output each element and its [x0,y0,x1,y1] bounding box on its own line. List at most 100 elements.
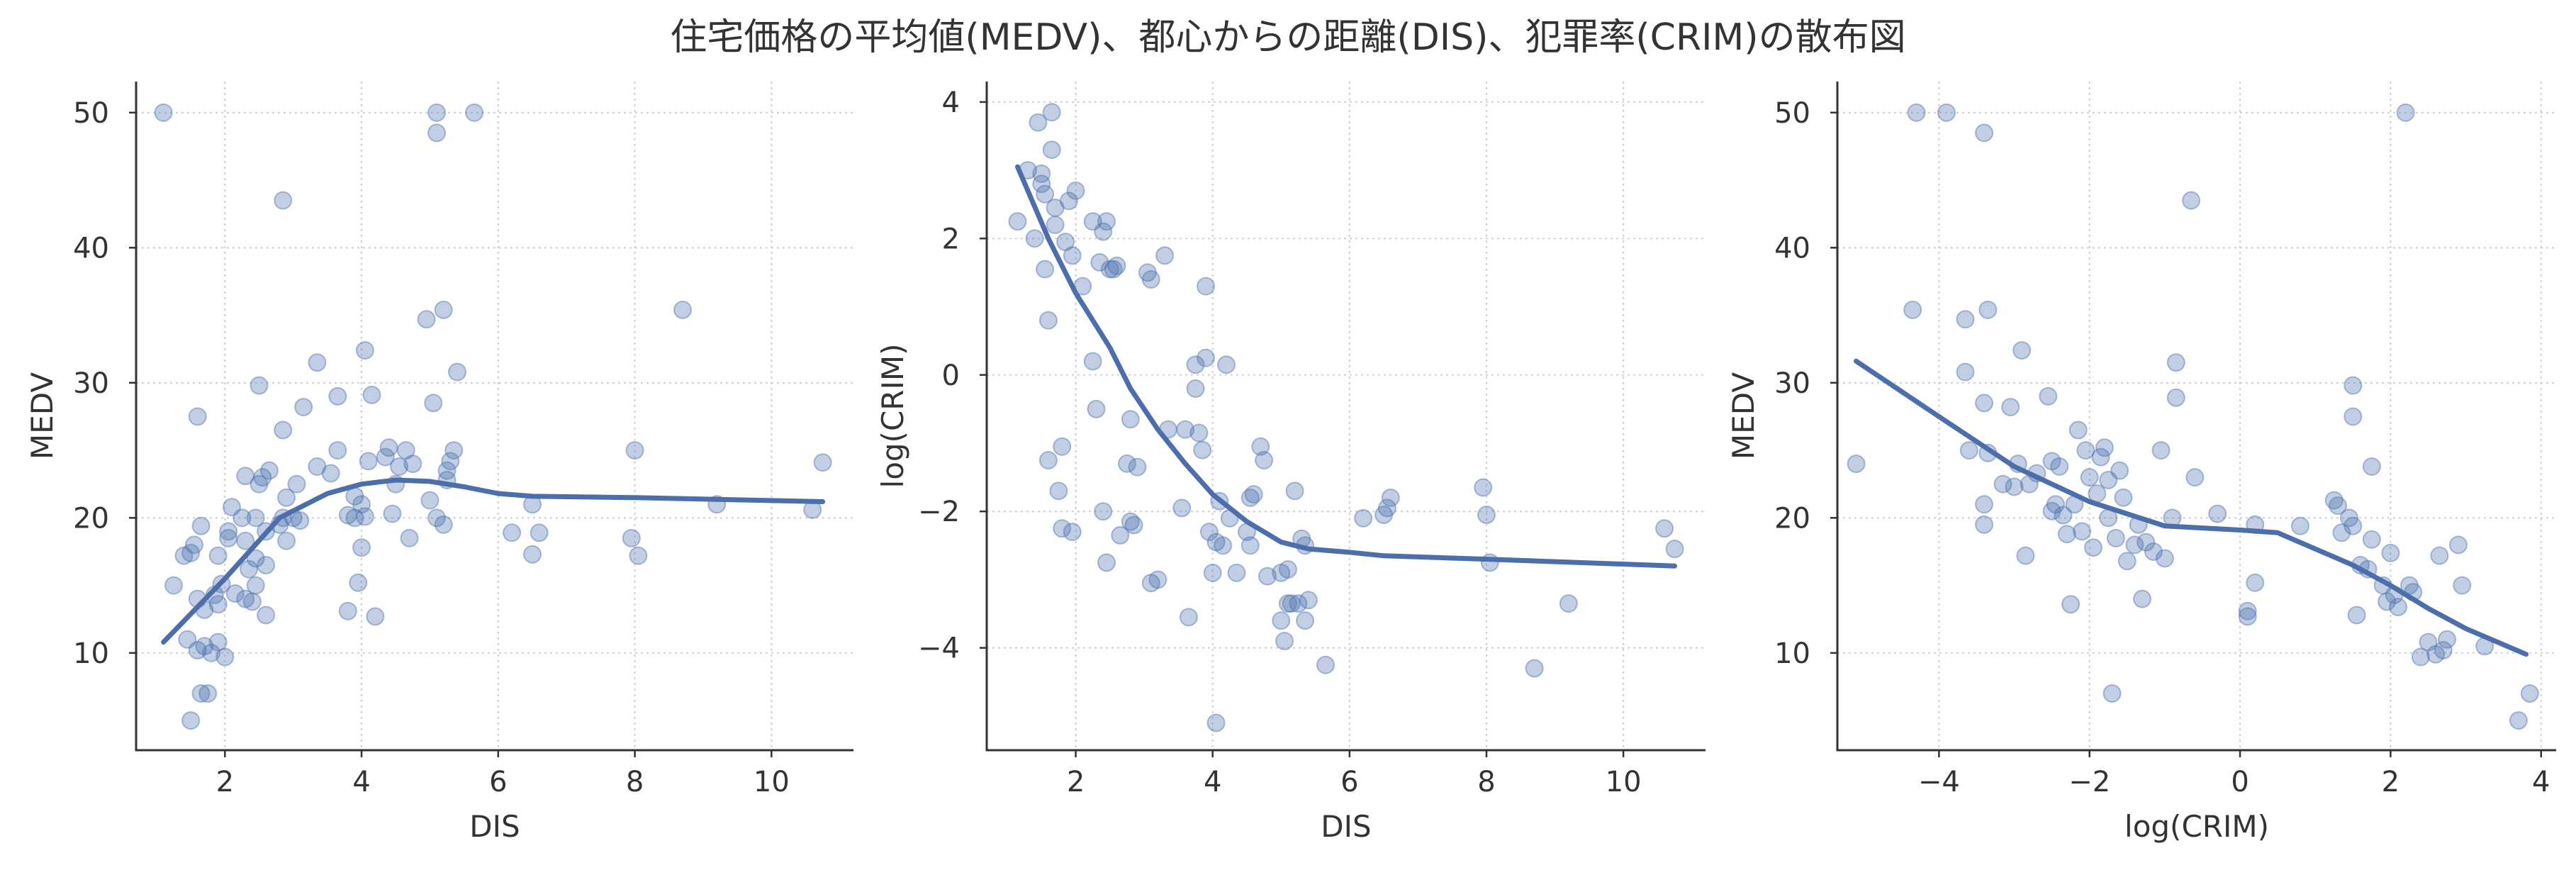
scatter-point [1104,260,1123,279]
scatter-point [2185,468,2205,487]
scatter-point [240,559,259,579]
scatter-point [1907,103,1926,122]
scatter-point [813,453,832,472]
scatter-point [2434,641,2453,660]
x-tick-label: 8 [626,766,644,798]
scatter-point [191,516,211,535]
scatter-point [1206,533,1226,552]
scatter-point [236,589,255,608]
scatter-point [1032,164,1051,183]
scatter-point [503,523,522,542]
scatter-point [1227,563,1246,582]
scatter-point [2324,491,2343,510]
scatter-point [2362,457,2381,476]
scatter-point [222,498,241,517]
scatter-point [1094,502,1113,521]
scatter-point [1141,574,1160,593]
scatter-point [1278,594,1297,613]
scatter-point [219,528,238,547]
scatter-point [622,528,641,547]
scatter-point [1025,229,1044,248]
scatter-point [379,438,398,457]
scatter-point [1354,508,1373,528]
y-tick-label: −2 [918,496,960,528]
scatter-point [2133,589,2152,608]
scatter-point [1197,348,1216,367]
scatter-point [1255,451,1274,470]
scatter-point [1036,184,1055,204]
scatter-point [2005,477,2024,496]
scatter-point [1063,523,1082,542]
scatter-point [1038,451,1058,470]
scatter-point [246,508,265,528]
scatter-point [424,394,443,413]
scatter-point [427,508,447,528]
scatter-point [1251,437,1270,456]
scatter-point [1203,563,1222,582]
x-tick-label: 4 [2532,766,2550,798]
scatter-point [2509,711,2528,730]
scatter-point [1042,103,1061,122]
scatter-point [1241,488,1260,507]
scatter-point [2396,103,2415,122]
scatter-point [376,447,395,467]
scatter-point [1083,212,1102,231]
scatter-point [2426,645,2446,664]
scatter-point [215,647,235,667]
scatter-point [1377,498,1396,518]
scatter-point [2016,546,2035,565]
scatter-point [1056,233,1075,252]
scatter-point [2411,647,2430,667]
scatter-point [2012,341,2032,360]
scatter-point [2290,516,2309,535]
scatter-point [174,546,194,565]
scatter-point [1217,355,1236,374]
scatter-point [181,711,201,730]
scatter-point [2430,546,2449,565]
scatter-point [219,522,238,541]
scatter-point [1094,222,1113,241]
x-tick-label: 4 [1204,766,1221,798]
scatter-point [1975,495,1994,514]
y-axis-label: log(CRIM) [875,344,910,489]
x-tick-label: 2 [216,766,234,798]
scatter-point [1141,270,1160,289]
scatter-point [257,556,276,575]
scatter-point [2001,398,2020,417]
scatter-point [164,576,184,595]
scatter-point [1179,608,1198,627]
scatter-point [2453,576,2472,595]
scatter-point [403,455,422,474]
scatter-point [400,528,419,547]
scatter-point [2448,535,2468,554]
scatter-point [274,191,293,210]
scatter-point [2088,484,2107,503]
scatter-point [2091,447,2110,467]
chart-title: 住宅価格の平均値(MEDV)、都心からの距離(DIS)、犯罪率(CRIM)の散布… [670,16,1905,59]
scatter-point [1937,103,1956,122]
y-tick-label: 40 [1774,232,1810,264]
scatter-point [1117,454,1136,473]
scatter-point [1296,611,1315,630]
scatter-point [1956,362,1975,381]
x-tick-label: 2 [1067,766,1085,798]
scatter-point [1121,512,1140,531]
scatter-point [530,523,549,542]
scatter-point [225,584,245,603]
scatter-point [434,515,453,534]
scatter-point [355,507,374,526]
scatter-point [1197,277,1216,296]
scatter-point [2343,407,2363,426]
scatter-point [1978,300,1998,319]
scatter-point [2343,516,2363,535]
y-tick-label: 20 [1774,502,1810,535]
scatter-point [246,549,265,568]
trend-line [1854,358,2529,657]
x-axis-label: log(CRIM) [2124,809,2269,844]
scatter-point [236,531,255,550]
scatter-point [2046,495,2065,514]
scatter-point [434,300,453,319]
scatter-point [195,637,214,656]
scatter-point [1111,525,1130,545]
